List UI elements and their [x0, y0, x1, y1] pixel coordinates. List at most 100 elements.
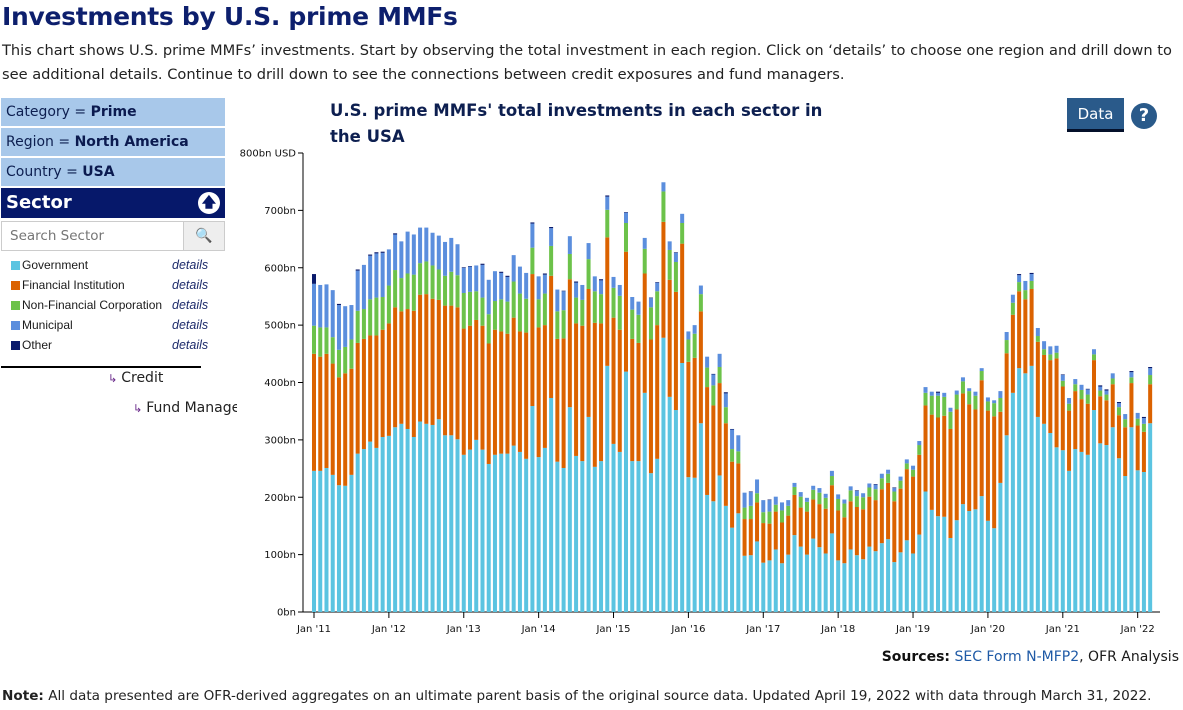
- bar-other-2021-10[interactable]: [1116, 402, 1121, 404]
- bar-non-financial-corporation-2018-01[interactable]: [836, 498, 841, 511]
- bar-financial-institution-2014-11[interactable]: [599, 323, 604, 462]
- bar-financial-institution-2017-06[interactable]: [792, 494, 797, 536]
- bar-municipal-2012-12[interactable]: [455, 244, 460, 276]
- bar-financial-institution-2016-10[interactable]: [742, 519, 747, 556]
- bar-government-2018-11[interactable]: [898, 552, 903, 612]
- bar-financial-institution-2011-08[interactable]: [355, 342, 360, 454]
- bar-municipal-2012-08[interactable]: [430, 232, 435, 266]
- bar-non-financial-corporation-2020-02[interactable]: [992, 403, 997, 417]
- bar-financial-institution-2017-12[interactable]: [829, 485, 834, 534]
- bar-municipal-2012-05[interactable]: [411, 234, 416, 275]
- bar-financial-institution-2011-05[interactable]: [336, 377, 341, 486]
- bar-government-2018-06[interactable]: [867, 546, 872, 612]
- bar-government-2013-08[interactable]: [505, 453, 510, 612]
- bar-non-financial-corporation-2020-10[interactable]: [1042, 349, 1047, 355]
- bar-government-2016-06[interactable]: [717, 475, 722, 612]
- bar-municipal-2015-05[interactable]: [636, 301, 641, 315]
- bar-other-2021-07[interactable]: [1098, 385, 1103, 387]
- bar-government-2021-01[interactable]: [1060, 450, 1065, 612]
- bar-municipal-2013-05[interactable]: [486, 279, 491, 315]
- bar-municipal-2011-10[interactable]: [368, 255, 373, 300]
- bar-financial-institution-2015-11[interactable]: [673, 291, 678, 411]
- bar-financial-institution-2013-03[interactable]: [474, 319, 479, 440]
- bar-financial-institution-2012-05[interactable]: [411, 310, 416, 438]
- bar-municipal-2018-08[interactable]: [879, 473, 884, 479]
- bar-municipal-2019-05[interactable]: [936, 392, 940, 396]
- bar-non-financial-corporation-2012-05[interactable]: [411, 274, 416, 311]
- search-input[interactable]: [2, 222, 183, 250]
- bar-financial-institution-2014-04[interactable]: [555, 338, 560, 462]
- bar-government-2014-12[interactable]: [605, 365, 610, 612]
- bar-municipal-2019-04[interactable]: [929, 391, 934, 396]
- bar-government-2015-02[interactable]: [617, 451, 622, 612]
- bar-financial-institution-2011-09[interactable]: [361, 338, 366, 450]
- bar-non-financial-corporation-2011-07[interactable]: [349, 339, 354, 369]
- bar-government-2018-01[interactable]: [836, 560, 841, 612]
- bar-non-financial-corporation-2015-11[interactable]: [673, 262, 678, 292]
- bar-financial-institution-2011-12[interactable]: [380, 329, 385, 438]
- bar-municipal-2011-03[interactable]: [324, 284, 329, 328]
- bar-non-financial-corporation-2012-08[interactable]: [430, 265, 435, 299]
- bar-government-2015-05[interactable]: [636, 461, 641, 612]
- bar-financial-institution-2015-03[interactable]: [624, 251, 628, 372]
- bar-financial-institution-2018-12[interactable]: [904, 469, 909, 541]
- bar-municipal-2015-11[interactable]: [673, 252, 678, 263]
- bar-municipal-2013-02[interactable]: [468, 266, 472, 292]
- bar-government-2019-02[interactable]: [917, 534, 922, 612]
- bar-non-financial-corporation-2017-07[interactable]: [798, 496, 803, 508]
- bar-municipal-2012-06[interactable]: [418, 227, 423, 264]
- bar-municipal-2014-03[interactable]: [549, 228, 554, 246]
- bar-municipal-2014-01[interactable]: [536, 276, 541, 300]
- bar-financial-institution-2018-01[interactable]: [836, 510, 841, 561]
- bar-non-financial-corporation-2021-04[interactable]: [1079, 389, 1084, 400]
- bar-government-2019-04[interactable]: [929, 509, 934, 612]
- bar-municipal-2021-03[interactable]: [1073, 379, 1078, 385]
- bar-government-2020-06[interactable]: [1017, 368, 1022, 612]
- bar-financial-institution-2014-03[interactable]: [549, 275, 554, 398]
- bar-government-2021-06[interactable]: [1092, 410, 1096, 612]
- bar-financial-institution-2019-11[interactable]: [973, 409, 978, 510]
- bar-financial-institution-2016-01[interactable]: [686, 361, 691, 478]
- bar-financial-institution-2012-02[interactable]: [393, 307, 398, 428]
- bar-financial-institution-2012-12[interactable]: [455, 307, 460, 440]
- bar-municipal-2022-02[interactable]: [1141, 418, 1146, 424]
- bar-government-2011-04[interactable]: [330, 474, 335, 612]
- bar-government-2016-03[interactable]: [698, 423, 703, 612]
- bar-municipal-2017-01[interactable]: [761, 500, 766, 513]
- bar-government-2012-12[interactable]: [455, 439, 460, 612]
- bar-financial-institution-2017-05[interactable]: [786, 515, 791, 555]
- bar-municipal-2018-05[interactable]: [861, 493, 866, 498]
- bar-non-financial-corporation-2017-01[interactable]: [761, 512, 766, 524]
- bar-government-2018-03[interactable]: [848, 549, 853, 612]
- bar-financial-institution-2012-06[interactable]: [418, 294, 423, 422]
- bar-non-financial-corporation-2018-09[interactable]: [886, 473, 891, 483]
- bar-government-2021-03[interactable]: [1073, 449, 1078, 612]
- bar-government-2021-10[interactable]: [1116, 458, 1121, 612]
- bar-non-financial-corporation-2019-12[interactable]: [979, 371, 984, 381]
- bar-municipal-2017-11[interactable]: [823, 493, 828, 498]
- bar-municipal-2020-11[interactable]: [1048, 346, 1053, 355]
- bar-municipal-2015-10[interactable]: [667, 241, 672, 250]
- bar-other-2011-10[interactable]: [368, 254, 373, 256]
- bar-government-2020-10[interactable]: [1042, 423, 1047, 612]
- bar-non-financial-corporation-2011-02[interactable]: [318, 327, 323, 357]
- bar-municipal-2012-01[interactable]: [386, 249, 391, 286]
- bar-municipal-2012-03[interactable]: [399, 241, 404, 279]
- bar-government-2016-10[interactable]: [742, 555, 747, 612]
- bar-financial-institution-2021-06[interactable]: [1092, 360, 1096, 411]
- bar-government-2011-09[interactable]: [361, 449, 366, 612]
- bar-other-2015-07[interactable]: [648, 297, 653, 299]
- bar-municipal-2014-10[interactable]: [592, 276, 597, 292]
- details-link[interactable]: details: [172, 298, 209, 312]
- bar-government-2022-02[interactable]: [1141, 472, 1146, 612]
- bar-municipal-2021-04[interactable]: [1079, 384, 1084, 390]
- bar-financial-institution-2020-12[interactable]: [1054, 358, 1059, 448]
- bar-government-2017-12[interactable]: [829, 533, 834, 612]
- bar-non-financial-corporation-2017-06[interactable]: [792, 486, 797, 495]
- bar-government-2012-09[interactable]: [436, 419, 441, 612]
- bar-non-financial-corporation-2016-08[interactable]: [730, 449, 735, 462]
- bar-other-2013-02[interactable]: [468, 266, 472, 267]
- bar-municipal-2015-06[interactable]: [642, 237, 647, 249]
- bar-financial-institution-2015-05[interactable]: [636, 342, 641, 462]
- bar-non-financial-corporation-2017-10[interactable]: [817, 492, 822, 505]
